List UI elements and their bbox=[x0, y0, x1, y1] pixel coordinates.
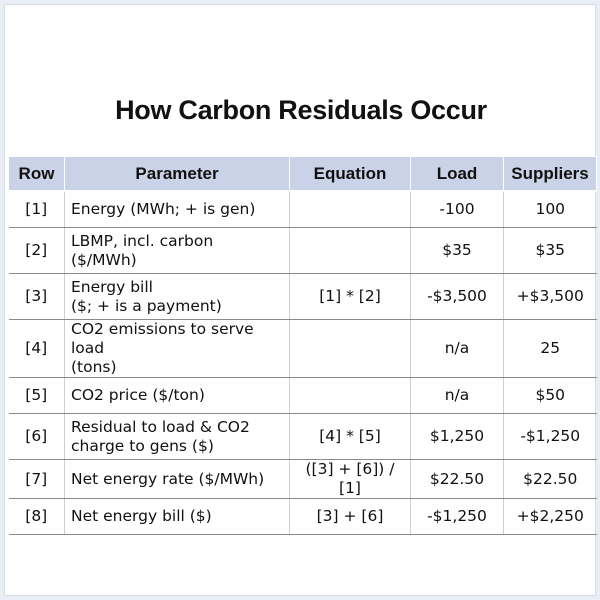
row-number: [7] bbox=[8, 459, 65, 499]
suppliers-cell: $22.50 bbox=[503, 459, 597, 499]
suppliers-cell: 25 bbox=[503, 319, 597, 378]
table-row: [8] Net energy bill ($) [3] + [6] -$1,25… bbox=[8, 498, 597, 535]
column-header-equation: Equation bbox=[289, 156, 411, 192]
parameter-cell: Energy (MWh; + is gen) bbox=[64, 190, 290, 228]
suppliers-cell: -$1,250 bbox=[503, 413, 597, 460]
load-cell: -$1,250 bbox=[410, 498, 504, 535]
row-number: [2] bbox=[8, 227, 65, 274]
parameter-line1: Energy (MWh; + is gen) bbox=[71, 200, 256, 218]
parameter-cell: CO2 emissions to serve load (tons) bbox=[64, 319, 290, 378]
load-cell: $22.50 bbox=[410, 459, 504, 499]
parameter-cell: CO2 price ($/ton) bbox=[64, 377, 290, 414]
load-cell: -$3,500 bbox=[410, 273, 504, 320]
table-row: [5] CO2 price ($/ton) n/a $50 bbox=[8, 377, 597, 414]
parameter-cell: LBMP, incl. carbon ($/MWh) bbox=[64, 227, 290, 274]
table-row: [7] Net energy rate ($/MWh) ([3] + [6]) … bbox=[8, 459, 597, 499]
load-cell: n/a bbox=[410, 319, 504, 378]
suppliers-cell: $35 bbox=[503, 227, 597, 274]
parameter-line1: CO2 price ($/ton) bbox=[71, 386, 205, 404]
column-header-parameter: Parameter bbox=[64, 156, 290, 192]
load-cell: $1,250 bbox=[410, 413, 504, 460]
parameter-cell: Net energy rate ($/MWh) bbox=[64, 459, 290, 499]
parameter-cell: Net energy bill ($) bbox=[64, 498, 290, 535]
parameter-line1: LBMP, incl. carbon bbox=[71, 231, 214, 250]
suppliers-cell: +$3,500 bbox=[503, 273, 597, 320]
parameter-line1: CO2 emissions to serve load bbox=[71, 320, 254, 357]
equation-cell bbox=[289, 377, 411, 414]
load-cell: n/a bbox=[410, 377, 504, 414]
table-header-row: Row Parameter Equation Load Suppliers bbox=[8, 156, 597, 192]
equation-cell bbox=[289, 227, 411, 274]
equation-cell: [4] * [5] bbox=[289, 413, 411, 460]
equation-cell: [1] * [2] bbox=[289, 273, 411, 320]
column-header-load: Load bbox=[410, 156, 504, 192]
parameter-cell: Energy bill ($; + is a payment) bbox=[64, 273, 290, 320]
table-row: [3] Energy bill ($; + is a payment) [1] *… bbox=[8, 273, 597, 320]
parameter-cell: Residual to load & CO2 charge to gens ($) bbox=[64, 413, 290, 460]
row-number: [6] bbox=[8, 413, 65, 460]
suppliers-cell: 100 bbox=[503, 190, 597, 228]
parameter-line2: ($/MWh) bbox=[71, 250, 137, 269]
load-cell: -100 bbox=[410, 190, 504, 228]
equation-cell: [3] + [6] bbox=[289, 498, 411, 535]
equation-cell bbox=[289, 190, 411, 228]
page-title: How Carbon Residuals Occur bbox=[115, 95, 487, 125]
row-number: [1] bbox=[8, 190, 65, 228]
load-cell: $35 bbox=[410, 227, 504, 274]
parameter-line1: Net energy rate ($/MWh) bbox=[71, 469, 265, 488]
row-number: [8] bbox=[8, 498, 65, 535]
equation-cell bbox=[289, 319, 411, 378]
table-row: [2] LBMP, incl. carbon ($/MWh) $35 $35 bbox=[8, 227, 597, 274]
column-header-suppliers: Suppliers bbox=[503, 156, 597, 192]
parameter-line1: Net energy bill ($) bbox=[71, 507, 212, 525]
table-row: [1] Energy (MWh; + is gen) -100 100 bbox=[8, 190, 597, 228]
column-header-row: Row bbox=[8, 156, 65, 192]
carbon-residuals-table: Row Parameter Equation Load Suppliers [1… bbox=[8, 156, 597, 535]
row-number: [3] bbox=[8, 273, 65, 320]
row-number: [4] bbox=[8, 319, 65, 378]
suppliers-cell: $50 bbox=[503, 377, 597, 414]
row-number: [5] bbox=[8, 377, 65, 414]
table-row: [6] Residual to load & CO2 charge to gens… bbox=[8, 413, 597, 460]
parameter-line2: ($; + is a payment) bbox=[71, 296, 222, 315]
parameter-line1: Residual to load & CO2 bbox=[71, 417, 250, 436]
parameter-line2: charge to gens ($) bbox=[71, 436, 214, 455]
slide: How Carbon Residuals Occur Row Parameter… bbox=[4, 4, 597, 596]
parameter-line1: Energy bill bbox=[71, 277, 153, 296]
equation-cell: ([3] + [6]) / [1] bbox=[289, 459, 411, 499]
table-row: [4] CO2 emissions to serve load (tons) n/… bbox=[8, 319, 597, 378]
suppliers-cell: +$2,250 bbox=[503, 498, 597, 535]
parameter-line2: (tons) bbox=[71, 358, 117, 376]
